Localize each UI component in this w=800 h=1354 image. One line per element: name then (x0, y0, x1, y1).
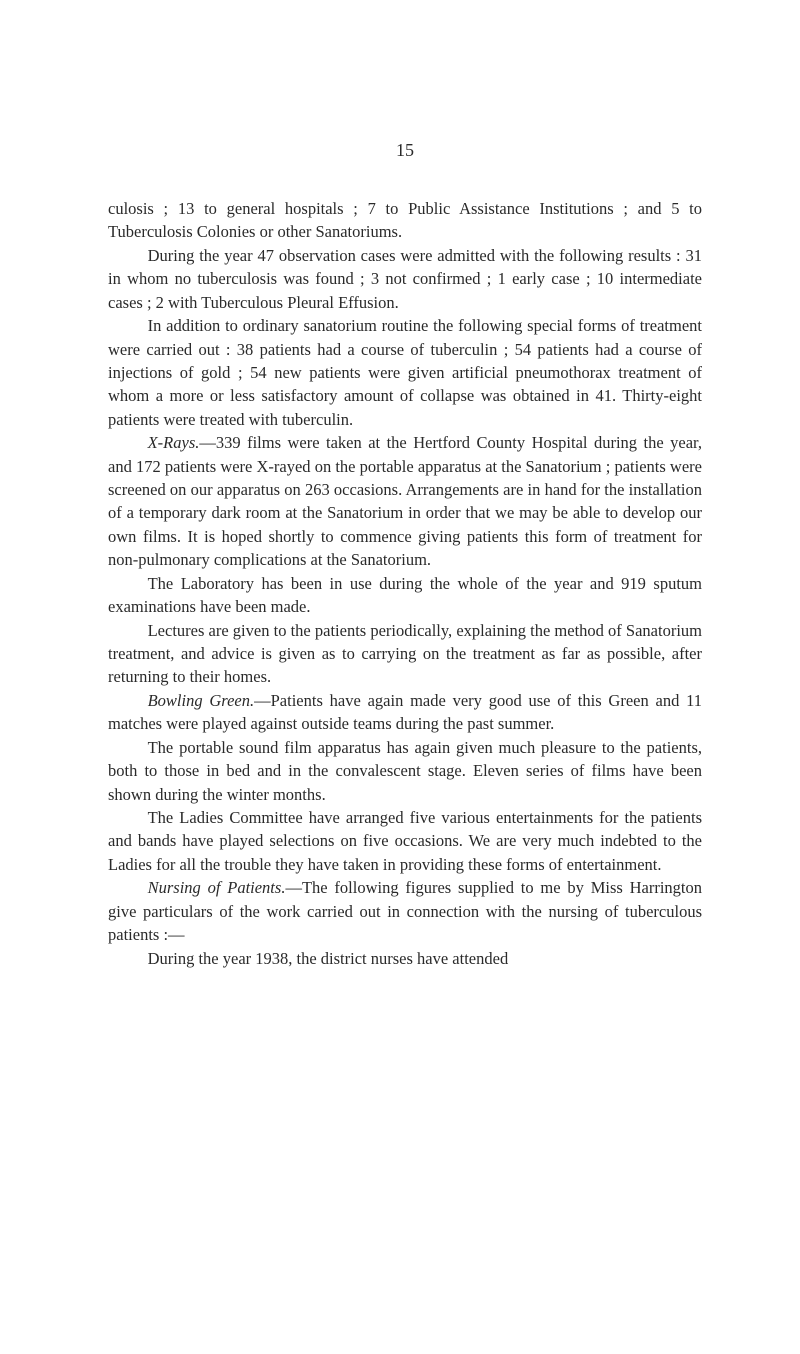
paragraph: culosis ; 13 to general hospitals ; 7 to… (108, 197, 702, 244)
paragraph: Lectures are given to the patients perio… (108, 619, 702, 689)
paragraph: The portable sound film apparatus has ag… (108, 736, 702, 806)
paragraph: Bowling Green.—Patients have again made … (108, 689, 702, 736)
paragraph: In addition to ordinary sanatorium routi… (108, 314, 702, 431)
paragraph: X-Rays.—339 films were taken at the Hert… (108, 431, 702, 572)
paragraph: Nursing of Patients.—The following figur… (108, 876, 702, 946)
paragraph: During the year 47 observation cases wer… (108, 244, 702, 314)
paragraph: The Ladies Committee have arranged five … (108, 806, 702, 876)
paragraph: During the year 1938, the district nurse… (108, 947, 702, 970)
body-text: culosis ; 13 to general hospitals ; 7 to… (108, 197, 702, 970)
paragraph: The Laboratory has been in use during th… (108, 572, 702, 619)
document-page: 15 culosis ; 13 to general hospitals ; 7… (0, 0, 800, 1354)
page-number: 15 (108, 140, 702, 161)
